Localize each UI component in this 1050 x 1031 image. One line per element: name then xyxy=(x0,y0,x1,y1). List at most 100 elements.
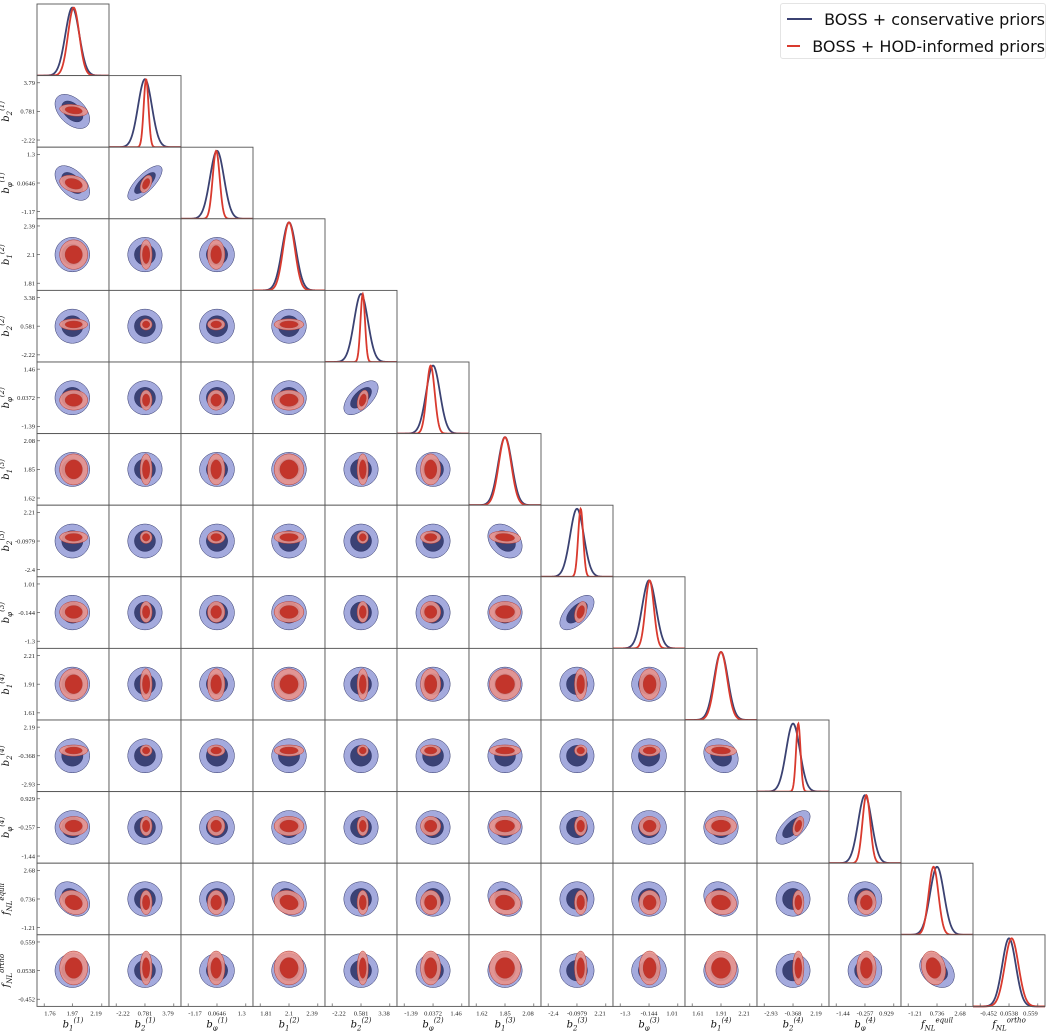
legend-label: BOSS + HOD-informed priors xyxy=(812,36,1045,56)
x-tick-label: 1.62 xyxy=(476,1010,487,1017)
contour-hod-68 xyxy=(142,746,150,755)
contour-hod-68 xyxy=(495,533,515,542)
y-tick-label: 0.781 xyxy=(20,109,35,116)
x-tick-label: 2.68 xyxy=(954,1010,965,1017)
contour-hod-68 xyxy=(711,746,731,755)
y-axis-label: fNLortho xyxy=(0,954,14,989)
y-tick-label: 2.68 xyxy=(24,868,35,875)
contour-hod-68 xyxy=(495,894,515,911)
y-tick-label: 2.1 xyxy=(27,252,35,259)
contour-panel xyxy=(684,862,758,936)
contour-panel xyxy=(540,934,614,1007)
x-tick-label: 2.39 xyxy=(306,1010,317,1017)
contour-panel xyxy=(36,504,110,578)
contour-panel xyxy=(396,791,470,864)
contour-panel xyxy=(324,647,398,721)
x-tick-label: 1.97 xyxy=(67,1010,79,1017)
contour-hod-68 xyxy=(576,746,585,755)
contour-panel xyxy=(468,719,542,793)
panel-background xyxy=(253,218,325,291)
contour-hod-68 xyxy=(711,819,731,833)
x-tick-label: 2.08 xyxy=(522,1010,533,1017)
contour-hod-68 xyxy=(576,819,585,833)
contour-panel xyxy=(108,862,182,936)
y-tick-label: -0.368 xyxy=(18,753,35,760)
x-tick-label: 2.1 xyxy=(285,1010,293,1017)
contour-panel xyxy=(108,433,182,506)
contour-panel xyxy=(468,576,542,649)
contour-panel xyxy=(468,791,542,864)
y-tick-label: -0.0979 xyxy=(15,538,35,545)
contour-panel xyxy=(252,576,326,649)
contour-panel xyxy=(396,433,470,506)
contour-hod-68 xyxy=(642,746,657,755)
contour-hod-68 xyxy=(64,533,83,542)
contour-panel xyxy=(252,433,326,506)
diagonal-panel xyxy=(612,576,686,650)
y-tick-label: 0.929 xyxy=(20,796,35,803)
contour-hod-68 xyxy=(576,957,585,979)
x-tick-label: 3.38 xyxy=(378,1010,389,1017)
contour-hod-68 xyxy=(210,533,222,542)
contour-panel xyxy=(108,218,182,291)
x-tick-label: -2.22 xyxy=(116,1010,130,1017)
contour-hod-68 xyxy=(142,245,150,264)
contour-hod-68 xyxy=(359,459,367,480)
contour-panel xyxy=(756,934,830,1007)
diagonal-panel xyxy=(180,146,254,220)
x-tick-label: -1.44 xyxy=(836,1010,850,1017)
contour-hod-68 xyxy=(142,459,150,480)
contour-hod-68 xyxy=(642,819,657,833)
contour-panel xyxy=(756,791,830,864)
contour-hod-68 xyxy=(210,746,222,755)
contour-hod-68 xyxy=(279,605,299,619)
legend: BOSS + conservative priors BOSS + HOD-in… xyxy=(780,3,1046,59)
contour-hod-68 xyxy=(279,459,299,480)
y-axis-label: bφ(1) xyxy=(0,172,14,193)
y-tick-label: -1.39 xyxy=(21,424,35,431)
contour-hod-68 xyxy=(64,106,83,115)
contour-panel xyxy=(900,934,974,1007)
contour-hod-68 xyxy=(64,674,83,694)
x-axis-label: bφ(1) xyxy=(206,1016,227,1031)
contour-hod-68 xyxy=(576,605,585,619)
contour-hod-68 xyxy=(424,819,438,833)
y-tick-label: 1.3 xyxy=(27,152,35,159)
contour-hod-68 xyxy=(642,957,657,979)
diagonal-panel xyxy=(468,433,542,507)
y-axis-label: fNLequil xyxy=(0,883,14,916)
contour-panel xyxy=(108,647,182,721)
x-tick-label: 1.76 xyxy=(44,1010,56,1017)
contour-hod-68 xyxy=(64,320,83,329)
contour-panel xyxy=(36,289,110,363)
diagonal-panel xyxy=(540,504,614,578)
panel-background xyxy=(469,433,541,506)
x-tick-label: -1.21 xyxy=(908,1010,922,1017)
contour-panel xyxy=(612,791,686,864)
contour-panel xyxy=(108,791,182,864)
contour-hod-68 xyxy=(424,894,438,911)
contour-hod-68 xyxy=(64,245,83,264)
diagonal-panel xyxy=(684,647,758,721)
contour-panel xyxy=(252,289,326,363)
contour-hod-68 xyxy=(142,320,150,329)
contour-panel xyxy=(540,576,614,649)
contour-panel xyxy=(468,934,542,1007)
x-tick-label: -2.93 xyxy=(764,1010,778,1017)
contour-hod-68 xyxy=(210,459,222,480)
x-tick-label: 1.85 xyxy=(499,1010,510,1017)
contour-hod-68 xyxy=(359,957,367,979)
y-axis-label: b1(2) xyxy=(0,244,14,265)
x-tick-label: -1.17 xyxy=(188,1010,202,1017)
contour-panel xyxy=(612,862,686,936)
panel-background xyxy=(901,863,973,935)
x-axis-label: fNLequil xyxy=(920,1016,953,1031)
x-tick-label: 2.21 xyxy=(594,1010,605,1017)
contour-panel xyxy=(180,719,254,793)
y-tick-label: 0.736 xyxy=(20,896,35,903)
contour-panel xyxy=(36,934,110,1007)
x-axis-label: b2(2) xyxy=(351,1016,372,1031)
contour-panel xyxy=(36,433,110,506)
x-axis-label: b1(3) xyxy=(495,1016,516,1031)
contour-panel xyxy=(324,433,398,506)
